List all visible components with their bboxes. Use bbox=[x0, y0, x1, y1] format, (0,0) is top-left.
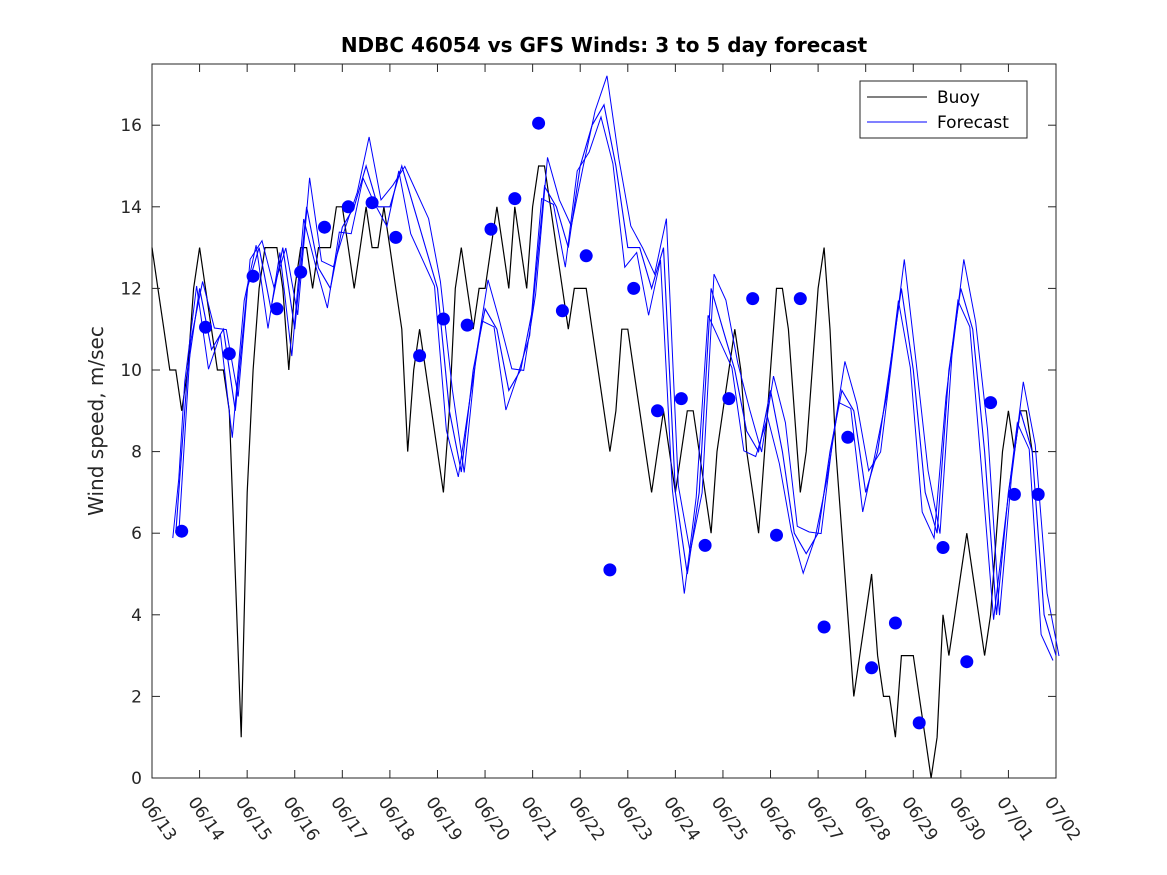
forecast-marker bbox=[722, 392, 736, 406]
forecast-marker bbox=[746, 292, 760, 306]
x-tick-label: 06/24 bbox=[659, 793, 703, 845]
x-tick-label: 06/17 bbox=[326, 793, 370, 845]
y-tick-label: 4 bbox=[131, 606, 142, 626]
forecast-marker bbox=[984, 396, 998, 410]
forecast-marker bbox=[270, 302, 284, 316]
x-tick-label: 06/18 bbox=[374, 793, 418, 845]
forecast-marker bbox=[627, 281, 641, 295]
forecast-marker bbox=[175, 524, 189, 538]
y-tick-label: 16 bbox=[120, 116, 142, 136]
forecast-marker bbox=[484, 222, 498, 236]
forecast-marker bbox=[365, 196, 379, 210]
x-tick-label: 06/30 bbox=[945, 793, 989, 845]
x-tick-label: 06/21 bbox=[517, 793, 561, 845]
forecast-marker bbox=[318, 220, 331, 234]
y-tick-label: 12 bbox=[120, 279, 142, 299]
forecast-marker bbox=[936, 541, 950, 554]
forecast-ensemble-line bbox=[178, 75, 1060, 657]
forecast-marker bbox=[960, 655, 974, 669]
x-tick-label: 06/26 bbox=[754, 793, 798, 845]
x-tick-label: 06/15 bbox=[231, 793, 275, 845]
forecast-marker bbox=[460, 318, 474, 332]
x-tick-label: 06/19 bbox=[421, 793, 465, 845]
series-layer bbox=[151, 75, 1060, 779]
forecast-marker bbox=[674, 392, 688, 406]
forecast-markers bbox=[175, 116, 1045, 730]
legend-buoy-label: Buoy bbox=[937, 88, 980, 108]
forecast-marker bbox=[888, 616, 902, 630]
forecast-marker bbox=[698, 538, 712, 552]
y-tick-label: 14 bbox=[120, 198, 142, 218]
plot-area bbox=[151, 63, 1057, 779]
y-tick-label: 0 bbox=[131, 769, 142, 789]
forecast-series-line bbox=[175, 103, 1057, 656]
forecast-marker bbox=[1031, 487, 1045, 501]
forecast-marker bbox=[508, 192, 522, 206]
forecast-marker bbox=[1007, 487, 1021, 501]
x-tick-label: 06/28 bbox=[850, 793, 894, 845]
legend: Buoy Forecast bbox=[859, 80, 1028, 139]
forecast-marker bbox=[341, 200, 355, 214]
forecast-marker bbox=[436, 312, 450, 326]
x-tick-label: 06/27 bbox=[802, 793, 846, 845]
x-tick-label: 06/14 bbox=[183, 793, 227, 845]
legend-forecast-label: Forecast bbox=[937, 113, 1009, 133]
x-tick-label: 06/16 bbox=[279, 793, 323, 845]
x-tick-label: 06/23 bbox=[612, 793, 656, 845]
y-axis: 0 2 4 6 8 10 12 14 16 bbox=[120, 116, 1056, 789]
forecast-marker bbox=[793, 292, 807, 306]
forecast-marker bbox=[770, 528, 783, 542]
forecast-marker bbox=[817, 620, 831, 634]
y-axis-label: Wind speed, m/sec bbox=[84, 326, 108, 516]
x-tick-label: 06/22 bbox=[564, 793, 608, 845]
forecast-marker bbox=[912, 716, 926, 730]
y-tick-label: 8 bbox=[131, 443, 142, 463]
y-tick-label: 10 bbox=[120, 361, 142, 381]
forecast-marker bbox=[413, 349, 427, 363]
forecast-marker bbox=[222, 347, 236, 361]
x-tick-label: 06/13 bbox=[136, 793, 180, 845]
x-tick-label: 06/20 bbox=[469, 793, 513, 845]
forecast-marker bbox=[294, 265, 308, 279]
x-tick-label: 06/29 bbox=[897, 793, 941, 845]
forecast-marker bbox=[651, 404, 664, 418]
chart-title: NDBC 46054 vs GFS Winds: 3 to 5 day fore… bbox=[341, 33, 868, 57]
x-tick-label: 07/02 bbox=[1040, 793, 1084, 845]
forecast-marker bbox=[555, 304, 569, 318]
y-tick-label: 6 bbox=[131, 524, 142, 544]
legend-box bbox=[859, 80, 1028, 139]
y-tick-label: 2 bbox=[131, 687, 142, 707]
forecast-marker bbox=[389, 230, 403, 244]
forecast-marker bbox=[199, 320, 212, 334]
forecast-ensemble-line bbox=[172, 115, 1054, 661]
buoy-series-line bbox=[151, 165, 1039, 779]
forecast-marker bbox=[603, 563, 617, 577]
forecast-marker bbox=[865, 661, 879, 675]
x-tick-label: 06/25 bbox=[707, 793, 751, 845]
forecast-marker bbox=[841, 430, 855, 444]
forecast-marker bbox=[246, 269, 260, 283]
x-tick-label: 07/01 bbox=[992, 793, 1036, 845]
forecast-marker bbox=[532, 116, 546, 130]
forecast-marker bbox=[579, 249, 593, 263]
